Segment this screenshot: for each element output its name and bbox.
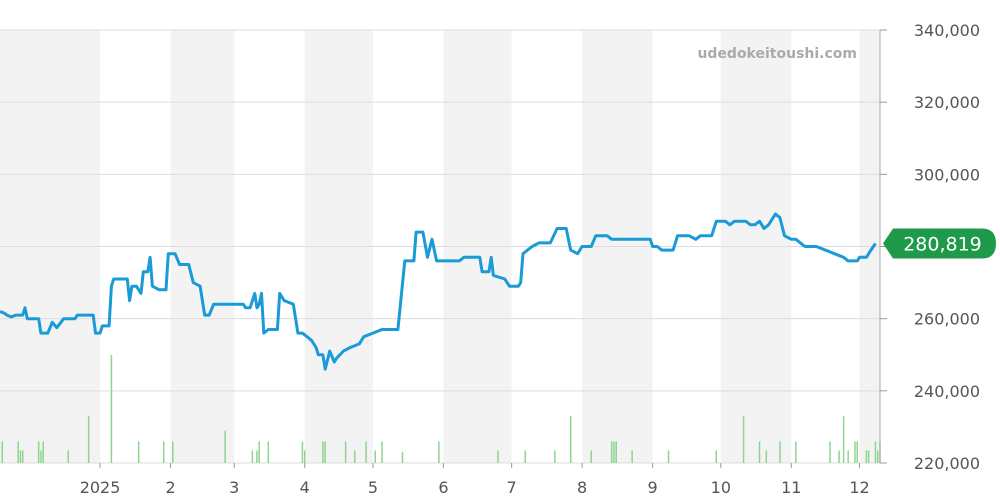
y-tick-label: 320,000 — [914, 93, 980, 112]
volume-bar — [19, 450, 22, 463]
x-tick-label: 10 — [711, 478, 731, 497]
y-tick-label: 240,000 — [914, 382, 980, 401]
volume-bar — [21, 450, 24, 463]
volume-bar — [829, 441, 831, 463]
volume-bar — [301, 441, 304, 463]
x-tick-label: 6 — [438, 478, 448, 497]
volume-bar — [497, 450, 499, 463]
volume-bar — [324, 441, 326, 463]
volume-bar — [256, 450, 258, 463]
price-line — [0, 212, 877, 371]
last-value-badge: 280,819 — [883, 228, 996, 259]
volume-bar — [40, 450, 42, 463]
volume-bar — [865, 450, 868, 463]
volume-bar — [569, 416, 572, 463]
volume-bar — [838, 450, 840, 463]
volume-bar — [137, 441, 140, 463]
x-tick-label: 4 — [300, 478, 310, 497]
volume-bar — [758, 441, 761, 463]
volume-bar — [374, 450, 376, 463]
volume-bar — [110, 355, 113, 463]
y-tick-label: 260,000 — [914, 310, 980, 329]
horizontal-gridlines — [0, 29, 880, 464]
x-axis-ticks: 2025 2 3 4 5 6 7 8 9 10 11 12 — [80, 463, 870, 497]
volume-bar — [613, 441, 615, 463]
x-tick-label: 2025 — [80, 478, 121, 497]
x-tick-label: 7 — [507, 478, 517, 497]
volume-bar — [37, 441, 40, 463]
volume-bar — [258, 441, 260, 463]
volume-bar — [42, 441, 44, 463]
volume-bar — [267, 441, 270, 463]
volume-bar — [854, 441, 856, 463]
x-tick-label: 3 — [229, 478, 239, 497]
volume-bar — [742, 416, 745, 463]
x-tick-label: 5 — [368, 478, 378, 497]
volume-bar — [867, 450, 870, 463]
volume-bar — [590, 450, 592, 463]
x-tick-label: 9 — [648, 478, 658, 497]
volume-bar — [554, 450, 556, 463]
x-tick-label: 8 — [577, 478, 587, 497]
volume-bar — [322, 441, 324, 463]
volume-bar — [667, 450, 670, 463]
volume-bar — [765, 450, 768, 463]
x-tick-label: 12 — [849, 478, 869, 497]
volume-bar — [401, 452, 404, 463]
volume-bars — [1, 355, 881, 463]
volume-bar — [17, 441, 19, 463]
last-value-label: 280,819 — [903, 234, 982, 256]
volume-bar — [795, 441, 797, 463]
volume-bar — [381, 441, 383, 463]
y-tick-label: 220,000 — [914, 454, 980, 473]
volume-bar — [1, 441, 4, 463]
volume-bar — [67, 450, 69, 463]
volume-bar — [874, 441, 877, 463]
volume-bar — [631, 450, 633, 463]
volume-bar — [779, 441, 781, 463]
volume-bar — [251, 450, 254, 463]
y-tick-label: 300,000 — [914, 165, 980, 184]
volume-bar — [842, 416, 845, 463]
volume-bar — [365, 441, 367, 463]
watermark: udedokeitoushi.com — [697, 46, 857, 62]
volume-bar — [524, 450, 527, 463]
x-tick-label: 2 — [165, 478, 175, 497]
volume-bar — [438, 441, 440, 463]
volume-bar — [162, 441, 165, 463]
volume-bar — [353, 450, 356, 463]
volume-bar — [615, 441, 617, 463]
volume-bar — [876, 450, 879, 463]
volume-bar — [344, 441, 347, 463]
volume-bar — [610, 441, 613, 463]
volume-bar — [856, 441, 859, 463]
volume-bar — [224, 430, 226, 463]
volume-bar — [87, 416, 90, 463]
volume-bar — [303, 450, 306, 463]
volume-bar — [847, 450, 849, 463]
volume-bar — [715, 450, 718, 463]
y-tick-label: 340,000 — [914, 21, 980, 40]
x-tick-label: 11 — [781, 478, 801, 497]
volume-bar — [172, 441, 174, 463]
last-value-badge-bg — [883, 228, 996, 259]
